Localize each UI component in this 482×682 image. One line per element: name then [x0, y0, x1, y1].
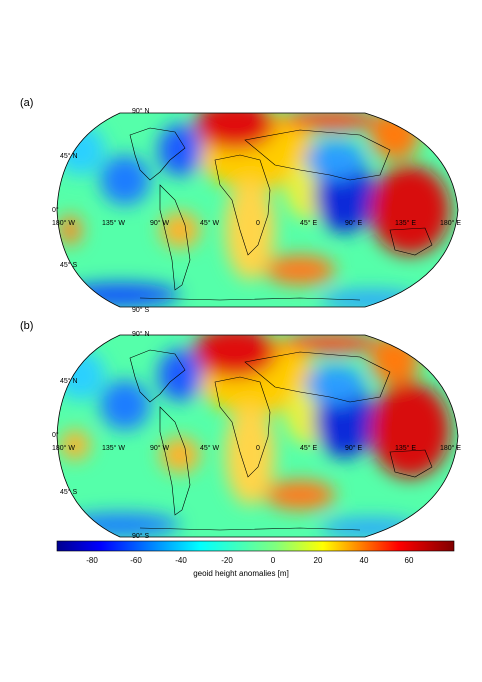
map-panel-b	[56, 334, 459, 538]
colorbar-tick: 60	[404, 556, 414, 565]
colorbar-tick: 20	[313, 556, 323, 565]
lon-label-b-180e: 180° E	[440, 445, 462, 452]
coastlines-b	[129, 349, 433, 531]
colorbar-tick: 40	[359, 556, 369, 565]
coastlines-a	[129, 127, 433, 301]
lon-label-a-45w: 45° W	[200, 220, 220, 227]
lon-label-b-180w: 180° W	[52, 445, 76, 452]
lon-label-b-90w: 90° W	[150, 445, 170, 452]
lat-label-a-0: 0°	[52, 207, 59, 214]
lon-label-b-90e: 90° E	[345, 445, 363, 452]
lon-label-b-135w: 135° W	[102, 445, 126, 452]
lat-label-b-90s: 90° S	[132, 533, 150, 540]
lon-label-a-90e: 90° E	[345, 220, 363, 227]
lat-label-a-45n: 45° N	[60, 153, 78, 160]
colorbar-tick: -60	[130, 556, 142, 565]
colorbar-tick: -40	[175, 556, 187, 565]
lon-label-b-45w: 45° W	[200, 445, 220, 452]
colorbar-tick: -80	[86, 556, 98, 565]
lon-label-b-135e: 135° E	[395, 445, 417, 452]
lon-label-a-135e: 135° E	[395, 220, 417, 227]
colorbar-tick: -20	[221, 556, 233, 565]
lon-label-a-0: 0	[256, 220, 260, 227]
lon-label-a-45e: 45° E	[300, 220, 318, 227]
lon-label-b-45e: 45° E	[300, 445, 318, 452]
lat-label-a-90n: 90° N	[132, 108, 150, 115]
lat-label-a-90s: 90° S	[132, 307, 150, 314]
lat-label-a-45s: 45° S	[60, 262, 78, 269]
geoid-field-b	[57, 335, 450, 537]
colorbar-tick: 0	[270, 556, 276, 565]
map-border-a	[56, 112, 459, 308]
lat-label-b-45n: 45° N	[60, 378, 78, 385]
lon-label-a-135w: 135° W	[102, 220, 126, 227]
lat-label-b-45s: 45° S	[60, 489, 78, 496]
lon-label-a-180w: 180° W	[52, 220, 76, 227]
lon-label-b-0: 0	[256, 445, 260, 452]
map-panel-a	[56, 112, 459, 308]
map-border-b	[56, 334, 459, 538]
lat-label-b-0: 0°	[52, 432, 59, 439]
colorbar-label: geoid height anomalies [m]	[193, 569, 289, 578]
panel-label-a: (a)	[20, 97, 34, 109]
colorbar	[56, 540, 455, 552]
lat-label-b-90n: 90° N	[132, 331, 150, 338]
lon-label-a-180e: 180° E	[440, 220, 462, 227]
panel-label-b: (b)	[20, 320, 34, 332]
lon-label-a-90w: 90° W	[150, 220, 170, 227]
